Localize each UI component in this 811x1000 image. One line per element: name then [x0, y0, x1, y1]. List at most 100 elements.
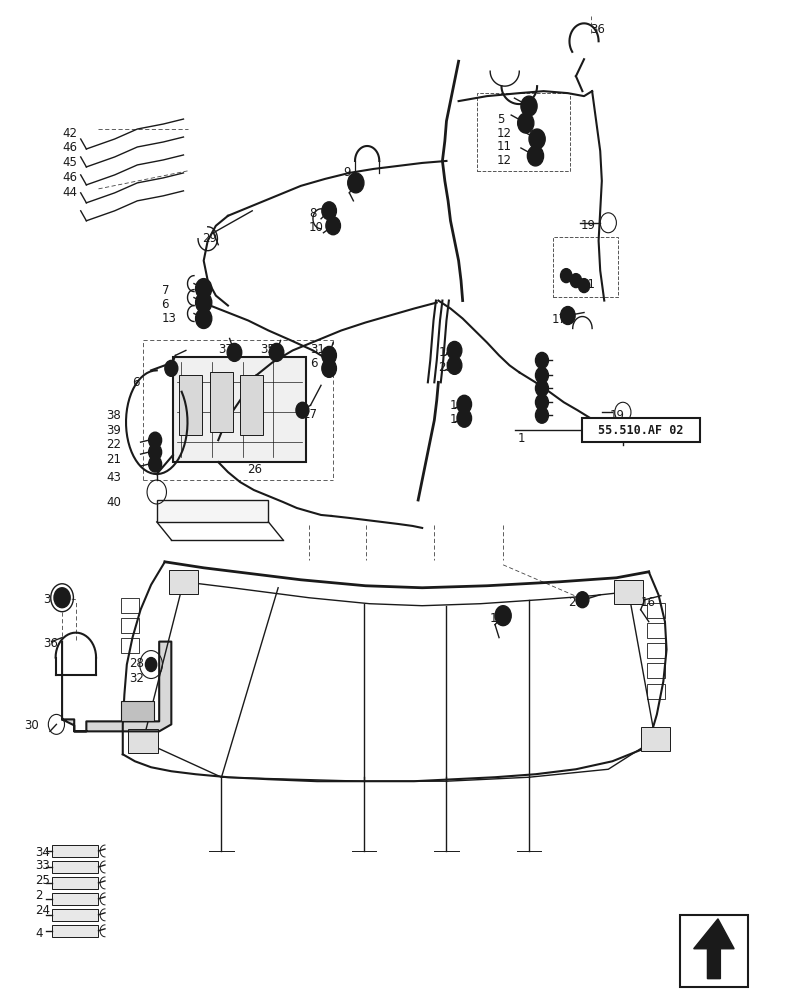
- Text: 28: 28: [129, 657, 144, 670]
- Circle shape: [321, 346, 336, 364]
- Text: 2: 2: [36, 889, 43, 902]
- Text: 46: 46: [62, 171, 77, 184]
- Bar: [613, 580, 642, 604]
- Circle shape: [534, 380, 547, 396]
- Circle shape: [148, 444, 161, 460]
- Bar: [51, 845, 98, 857]
- Text: 20: 20: [567, 596, 582, 609]
- Circle shape: [526, 146, 543, 166]
- Text: 34: 34: [36, 846, 50, 859]
- Circle shape: [534, 407, 547, 423]
- Text: 19: 19: [449, 399, 464, 412]
- Bar: [121, 638, 139, 653]
- Circle shape: [521, 96, 536, 116]
- Text: 33: 33: [36, 859, 50, 872]
- Text: 8: 8: [308, 207, 315, 220]
- Bar: [169, 570, 198, 594]
- Text: 6: 6: [310, 357, 318, 370]
- Text: 35: 35: [260, 343, 275, 356]
- Circle shape: [495, 606, 511, 626]
- Text: 12: 12: [496, 127, 511, 140]
- Bar: [51, 877, 98, 889]
- Circle shape: [560, 269, 571, 283]
- Bar: [646, 684, 664, 699]
- Text: 46: 46: [62, 141, 77, 154]
- Text: 41: 41: [580, 278, 595, 291]
- Circle shape: [560, 307, 574, 324]
- Bar: [121, 618, 139, 633]
- Circle shape: [457, 409, 471, 427]
- Circle shape: [528, 129, 544, 149]
- Text: 29: 29: [202, 232, 217, 245]
- Text: 36: 36: [44, 637, 58, 650]
- Text: 9: 9: [342, 166, 350, 179]
- Circle shape: [165, 360, 178, 376]
- Bar: [51, 893, 98, 905]
- Circle shape: [534, 352, 547, 368]
- Text: 38: 38: [106, 409, 121, 422]
- Text: 31: 31: [310, 343, 325, 356]
- Text: 18: 18: [449, 413, 464, 426]
- Text: 43: 43: [106, 471, 122, 484]
- Circle shape: [569, 274, 581, 288]
- Circle shape: [148, 432, 161, 448]
- Text: 40: 40: [106, 496, 122, 509]
- Circle shape: [295, 402, 308, 418]
- Text: 42: 42: [62, 127, 77, 140]
- Text: 44: 44: [62, 186, 77, 199]
- Bar: [51, 909, 98, 921]
- Text: 39: 39: [106, 424, 122, 437]
- Text: 19: 19: [580, 219, 595, 232]
- Text: 10: 10: [308, 221, 324, 234]
- Bar: [121, 598, 139, 613]
- Circle shape: [321, 359, 336, 377]
- Circle shape: [534, 367, 547, 383]
- Circle shape: [321, 202, 336, 220]
- Circle shape: [148, 456, 161, 472]
- Text: 16: 16: [640, 596, 654, 609]
- Bar: [179, 375, 202, 435]
- Circle shape: [517, 113, 533, 133]
- Bar: [210, 372, 233, 432]
- Text: 19: 19: [609, 409, 624, 422]
- Circle shape: [534, 394, 547, 410]
- Circle shape: [269, 343, 284, 361]
- Circle shape: [145, 658, 157, 672]
- Polygon shape: [62, 642, 171, 731]
- Text: 12: 12: [496, 154, 511, 167]
- Bar: [646, 623, 664, 638]
- Bar: [552, 237, 617, 297]
- Circle shape: [575, 592, 588, 608]
- Text: 22: 22: [106, 438, 122, 451]
- Text: 32: 32: [129, 672, 144, 685]
- Text: 1: 1: [517, 432, 525, 445]
- Text: 11: 11: [496, 140, 511, 153]
- Text: 21: 21: [106, 453, 122, 466]
- Text: 27: 27: [302, 408, 317, 421]
- Text: 6: 6: [161, 298, 169, 311]
- Circle shape: [457, 395, 471, 413]
- Text: 17: 17: [551, 313, 566, 326]
- Bar: [581, 418, 699, 442]
- Circle shape: [447, 356, 461, 374]
- Circle shape: [195, 309, 212, 328]
- Bar: [640, 727, 669, 751]
- Bar: [51, 861, 98, 873]
- Bar: [646, 643, 664, 658]
- Circle shape: [325, 217, 340, 235]
- Circle shape: [347, 173, 363, 193]
- Text: 13: 13: [161, 312, 176, 325]
- Text: 23: 23: [438, 361, 453, 374]
- Circle shape: [577, 279, 589, 293]
- Circle shape: [447, 341, 461, 359]
- Text: 26: 26: [247, 463, 262, 476]
- Text: 4: 4: [36, 927, 43, 940]
- Bar: [157, 500, 268, 522]
- Bar: [51, 925, 98, 937]
- Bar: [121, 701, 153, 721]
- Bar: [173, 357, 306, 462]
- Text: 24: 24: [36, 904, 50, 917]
- Text: 15: 15: [490, 612, 504, 625]
- Bar: [646, 603, 664, 618]
- Text: 37: 37: [218, 343, 233, 356]
